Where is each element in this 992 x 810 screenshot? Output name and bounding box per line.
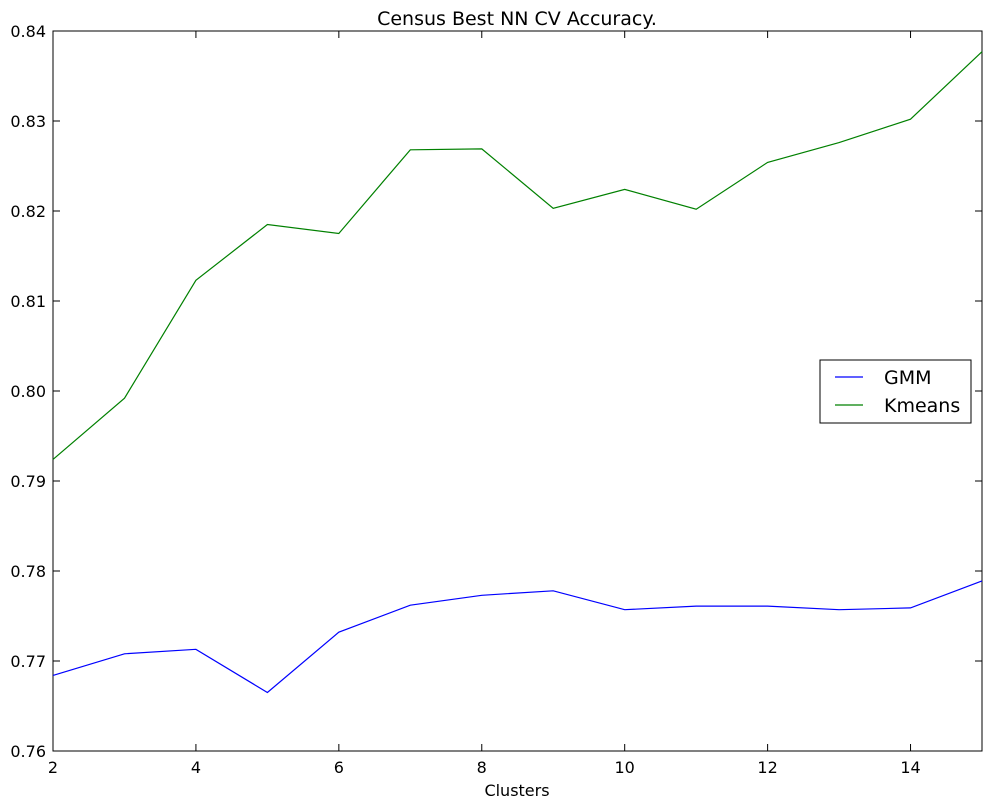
y-tick-label: 0.76 [10, 742, 46, 761]
y-tick-label: 0.79 [10, 472, 46, 491]
x-tick-label: 14 [900, 758, 920, 777]
legend-label-kmeans: Kmeans [884, 395, 960, 417]
series-line-gmm [52, 580, 983, 694]
y-tick-label: 0.80 [10, 382, 46, 401]
x-axis-title: Clusters [484, 781, 549, 800]
series-line-kmeans [52, 51, 983, 460]
y-tick-label: 0.82 [10, 202, 46, 221]
legend-box [819, 359, 972, 424]
chart-title: Census Best NN CV Accuracy. [377, 8, 657, 30]
y-tick-label: 0.84 [10, 22, 46, 41]
x-tick-label: 10 [615, 758, 635, 777]
legend-label-gmm: GMM [884, 367, 932, 389]
y-tick-label: 0.77 [10, 652, 46, 671]
y-tick-label: 0.78 [10, 562, 46, 581]
series-lines [52, 51, 983, 694]
x-tick-label: 12 [757, 758, 777, 777]
x-tick-label: 6 [334, 758, 344, 777]
x-tick-label: 2 [48, 758, 58, 777]
x-tick-label: 8 [477, 758, 487, 777]
y-tick-label: 0.83 [10, 112, 46, 131]
legend: GMM Kmeans [819, 359, 972, 424]
y-tick-label: 0.81 [10, 292, 46, 311]
y-axis: 0.76 0.77 0.78 0.79 0.80 0.81 0.82 0.83 0.84 [10, 22, 982, 761]
x-tick-label: 4 [191, 758, 201, 777]
x-axis: 2 4 6 8 10 12 14 [48, 31, 921, 777]
plot-area: 0.76 0.77 0.78 0.79 0.80 0.81 0.82 0.83 0.84 2 4 6… [10, 22, 983, 777]
